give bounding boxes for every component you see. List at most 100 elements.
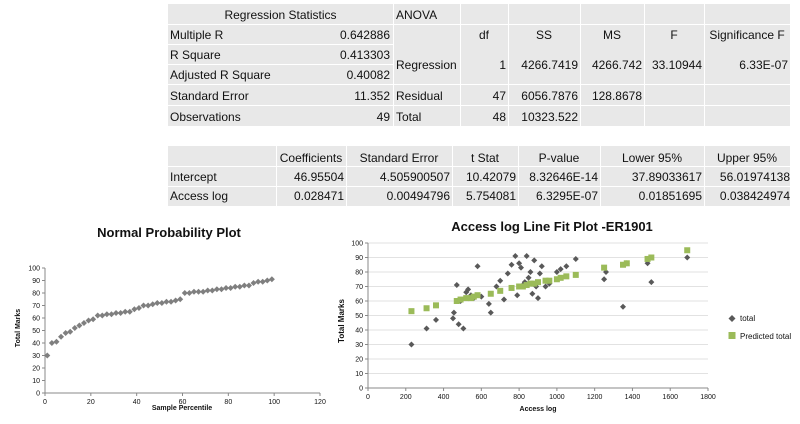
data-point-predicted — [684, 247, 691, 254]
y-tick-label: 70 — [355, 284, 363, 291]
data-point — [122, 308, 129, 315]
anova-cell: 10323.522 — [521, 110, 578, 124]
data-point — [538, 263, 545, 270]
x-tick-label: 120 — [314, 399, 326, 406]
y-tick-label: 70 — [32, 303, 40, 310]
data-point — [514, 292, 521, 299]
data-point — [508, 261, 515, 268]
x-tick-label: 0 — [366, 394, 370, 401]
coef-cell: 0.028471 — [293, 189, 344, 203]
data-point — [460, 325, 467, 332]
data-point-predicted — [474, 292, 481, 299]
stat-label: Adjusted R Square — [170, 68, 271, 82]
data-point — [644, 260, 651, 267]
y-tick-label: 100 — [351, 241, 363, 248]
data-point — [76, 322, 83, 329]
anova-row-label: Residual — [396, 89, 443, 103]
data-point — [474, 263, 481, 270]
data-point-predicted — [553, 276, 560, 283]
x-tick-label: 100 — [268, 399, 280, 406]
data-point — [255, 278, 262, 285]
x-tick-label: 400 — [438, 394, 450, 401]
data-point — [487, 309, 494, 316]
x-tick-label: 0 — [43, 399, 47, 406]
data-point — [423, 325, 430, 332]
coefficients-table-bg — [168, 146, 790, 206]
anova-row-label: Total — [396, 110, 422, 124]
data-point — [227, 285, 234, 291]
coef-row-label: Intercept — [170, 170, 217, 184]
data-point-predicted — [623, 260, 630, 267]
stat-label: Multiple R — [170, 28, 224, 42]
data-point — [504, 270, 511, 277]
data-point — [553, 269, 560, 275]
y-tick-label: 30 — [355, 342, 363, 349]
coef-header: t Stat — [470, 151, 499, 165]
data-point — [433, 316, 439, 323]
data-point — [131, 306, 138, 313]
data-point-predicted — [497, 287, 504, 294]
data-point — [516, 260, 523, 267]
y-tick-label: 30 — [32, 353, 40, 360]
y-tick-label: 100 — [28, 266, 40, 273]
coef-cell: 4.505900507 — [379, 170, 450, 184]
anova-header-df: df — [478, 28, 489, 42]
x-tick-label: 20 — [87, 399, 95, 406]
data-point — [44, 352, 51, 359]
data-point — [140, 302, 147, 309]
data-point — [67, 328, 74, 335]
data-point-predicted — [648, 254, 655, 261]
coef-cell: 8.32646E-14 — [529, 170, 598, 184]
data-point — [536, 270, 543, 277]
y-tick-label: 60 — [355, 299, 363, 306]
x-tick-label: 800 — [513, 394, 525, 401]
data-point — [241, 282, 248, 289]
data-point — [71, 325, 78, 331]
anova-header-ms: MS — [603, 28, 621, 42]
data-point — [648, 279, 655, 286]
data-point — [85, 317, 92, 324]
data-point-predicted — [601, 264, 608, 271]
data-point-predicted — [546, 277, 553, 284]
legend-total-label: total — [740, 314, 755, 323]
data-point — [408, 341, 415, 348]
stat-value: 49 — [376, 110, 390, 124]
data-point — [223, 285, 230, 291]
anova-cell: 1 — [499, 58, 506, 72]
chart1-ylabel: Total Marks — [15, 309, 22, 347]
data-point — [497, 277, 504, 284]
data-point — [172, 297, 179, 304]
coef-cell: 46.95504 — [293, 170, 344, 184]
data-point-predicted — [620, 261, 626, 268]
data-point — [48, 340, 55, 346]
y-tick-label: 40 — [32, 341, 40, 348]
anova-cell: 48 — [492, 110, 506, 124]
data-point — [601, 276, 608, 283]
anova-header-ss: SS — [535, 28, 552, 42]
x-tick-label: 200 — [400, 394, 412, 401]
data-point — [113, 310, 120, 316]
data-point — [62, 330, 69, 336]
data-point — [145, 302, 152, 309]
coef-cell: 5.754081 — [465, 189, 516, 203]
regression-statistics-header: Regression Statistics — [224, 8, 337, 22]
anova-header-significance-f: Significance F — [709, 28, 785, 42]
coef-header: P-value — [538, 151, 580, 165]
data-point — [463, 289, 470, 296]
data-point-predicted — [453, 298, 460, 304]
data-point — [518, 264, 524, 271]
data-point — [108, 311, 115, 318]
coef-header: Standard Error — [359, 151, 439, 165]
data-point — [90, 316, 97, 323]
data-point-predicted — [523, 282, 530, 289]
x-tick-label: 1800 — [700, 394, 716, 401]
data-point — [450, 315, 456, 322]
y-tick-label: 50 — [32, 328, 40, 335]
data-point — [557, 266, 564, 273]
x-tick-label: 1600 — [662, 394, 678, 401]
data-point — [209, 287, 216, 294]
coef-cell: 10.42079 — [465, 170, 516, 184]
data-point-predicted — [516, 283, 523, 290]
data-point-predicted — [519, 283, 526, 290]
data-point — [620, 303, 626, 310]
